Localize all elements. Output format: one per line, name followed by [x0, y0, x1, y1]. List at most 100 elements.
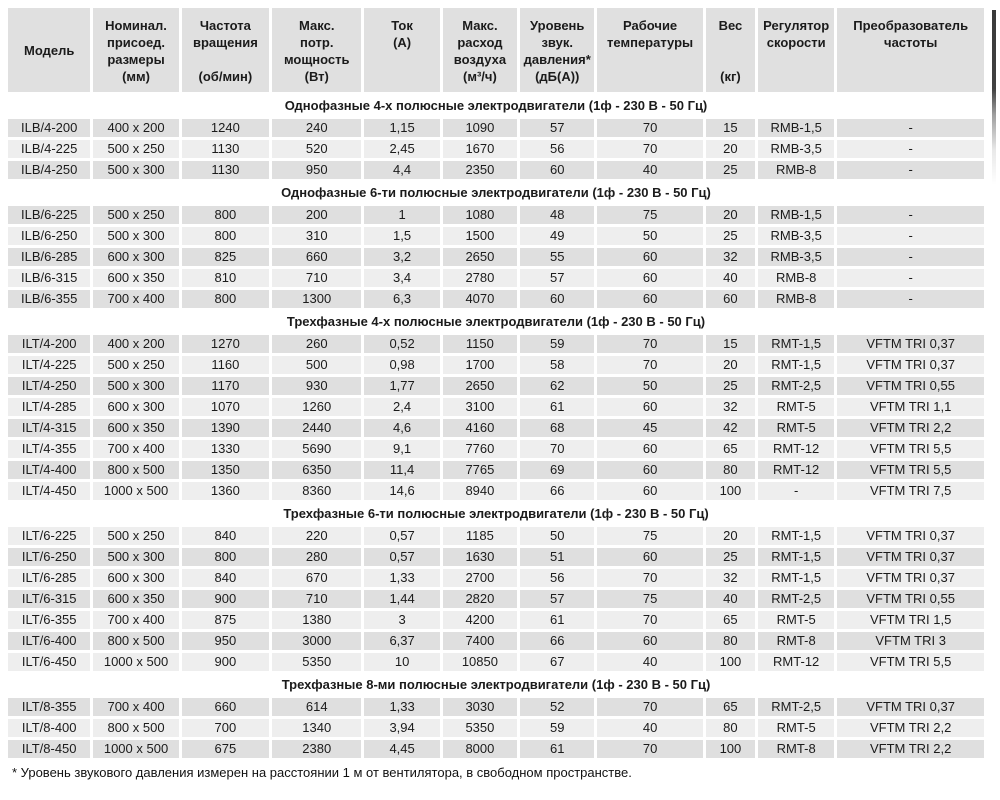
spec-cell-size: 600 x 350: [93, 590, 179, 608]
section-title-row: Трехфазные 6-ти полюсные электродвигател…: [8, 503, 984, 524]
spec-cell-airflow: 7400: [442, 632, 518, 650]
spec-cell-weight: 80: [705, 719, 756, 737]
spec-cell-regulator: RMT-2,5: [758, 698, 835, 716]
spec-cell-power: 710: [272, 269, 362, 287]
spec-cell-noise: 56: [520, 140, 595, 158]
column-header-size: Номинал. присоед. размеры (мм): [93, 8, 179, 92]
spec-cell-airflow: 4070: [442, 290, 518, 308]
spec-cell-converter: -: [837, 269, 984, 287]
spec-cell-airflow: 1150: [442, 335, 518, 353]
spec-cell-model: ILT/6-315: [8, 590, 91, 608]
spec-cell-converter: VFTM TRI 0,55: [837, 377, 984, 395]
spec-cell-power: 310: [272, 227, 362, 245]
spec-cell-weight: 25: [705, 548, 756, 566]
spec-cell-power: 220: [272, 527, 362, 545]
spec-cell-weight: 65: [705, 611, 756, 629]
spec-cell-power: 710: [272, 590, 362, 608]
spec-cell-model: ILT/8-400: [8, 719, 91, 737]
spec-cell-converter: -: [837, 140, 984, 158]
spec-cell-airflow: 1670: [442, 140, 518, 158]
spec-cell-current: 3: [364, 611, 440, 629]
spec-cell-model: ILB/6-315: [8, 269, 91, 287]
spec-cell-converter: VFTM TRI 7,5: [837, 482, 984, 500]
spec-cell-airflow: 3030: [442, 698, 518, 716]
spec-cell-speed: 800: [181, 290, 270, 308]
spec-cell-speed: 840: [181, 569, 270, 587]
spec-cell-power: 6350: [272, 461, 362, 479]
spec-row: ILT/4-250 500 x 300 1170 930 1,77 2650 62 50 25 R…: [8, 377, 984, 395]
spec-cell-weight: 32: [705, 569, 756, 587]
spec-cell-regulator: RMB-8: [758, 161, 835, 179]
spec-cell-weight: 20: [705, 356, 756, 374]
column-header-model: Модель: [8, 8, 91, 92]
spec-cell-power: 240: [272, 119, 362, 137]
column-header-converter: Преобразователь частоты: [837, 8, 984, 92]
spec-cell-speed: 840: [181, 527, 270, 545]
spec-cell-speed: 900: [181, 653, 270, 671]
spec-cell-speed: 800: [181, 227, 270, 245]
section-title: Однофазные 6-ти полюсные электродвигател…: [8, 182, 984, 203]
spec-cell-temp: 70: [597, 335, 703, 353]
spec-cell-temp: 75: [597, 590, 703, 608]
spec-cell-weight: 15: [705, 335, 756, 353]
spec-cell-converter: VFTM TRI 5,5: [837, 653, 984, 671]
column-label: Модель: [24, 42, 75, 58]
spec-cell-weight: 25: [705, 377, 756, 395]
spec-cell-noise: 52: [520, 698, 595, 716]
spec-cell-temp: 45: [597, 419, 703, 437]
sound-level-footnote: * Уровень звукового давления измерен на …: [12, 765, 632, 780]
spec-cell-noise: 60: [520, 290, 595, 308]
column-label: Ток (А): [391, 18, 413, 50]
spec-cell-speed: 825: [181, 248, 270, 266]
spec-cell-temp: 50: [597, 227, 703, 245]
spec-cell-speed: 810: [181, 269, 270, 287]
spec-row: ILT/4-200 400 x 200 1270 260 0,52 1150 59 70 15 R…: [8, 335, 984, 353]
spec-cell-model: ILT/4-225: [8, 356, 91, 374]
spec-cell-model: ILT/6-225: [8, 527, 91, 545]
spec-cell-regulator: RMT-8: [758, 632, 835, 650]
spec-cell-model: ILT/4-250: [8, 377, 91, 395]
spec-cell-regulator: RMT-5: [758, 719, 835, 737]
spec-cell-converter: VFTM TRI 1,1: [837, 398, 984, 416]
spec-cell-model: ILB/4-200: [8, 119, 91, 137]
spec-cell-airflow: 8000: [442, 740, 518, 758]
spec-cell-airflow: 1500: [442, 227, 518, 245]
spec-cell-power: 1300: [272, 290, 362, 308]
fan-spec-table: Модель Номинал. присоед. размеры (мм) Час…: [5, 5, 987, 761]
table-header-row: Модель Номинал. присоед. размеры (мм) Час…: [8, 8, 984, 92]
spec-cell-converter: -: [837, 119, 984, 137]
spec-cell-regulator: RMT-5: [758, 398, 835, 416]
spec-cell-temp: 70: [597, 611, 703, 629]
spec-cell-current: 11,4: [364, 461, 440, 479]
spec-cell-size: 500 x 250: [93, 206, 179, 224]
section-title-row: Трехфазные 4-х полюсные электродвигатели…: [8, 311, 984, 332]
spec-cell-temp: 60: [597, 290, 703, 308]
column-label: Регулятор скорости: [763, 18, 830, 50]
spec-cell-weight: 80: [705, 632, 756, 650]
section-title-row: Однофазные 4-х полюсные электродвигатели…: [8, 95, 984, 116]
section-title-row: Трехфазные 8-ми полюсные электродвигател…: [8, 674, 984, 695]
column-label: Номинал. присоед. размеры: [105, 18, 167, 67]
column-header-temp: Рабочие температуры: [597, 8, 703, 92]
spec-cell-current: 4,6: [364, 419, 440, 437]
spec-cell-speed: 900: [181, 590, 270, 608]
spec-cell-speed: 800: [181, 548, 270, 566]
spec-cell-noise: 58: [520, 356, 595, 374]
spec-cell-speed: 950: [181, 632, 270, 650]
spec-cell-model: ILB/6-285: [8, 248, 91, 266]
column-header-current: Ток (А): [364, 8, 440, 92]
column-header-noise: Уровень звук. давления* (дБ(А)): [520, 8, 595, 92]
spec-cell-model: ILT/6-450: [8, 653, 91, 671]
spec-cell-airflow: 5350: [442, 719, 518, 737]
spec-cell-current: 3,4: [364, 269, 440, 287]
spec-row: ILT/4-315 600 x 350 1390 2440 4,6 4160 68 45 42 R…: [8, 419, 984, 437]
spec-cell-airflow: 1080: [442, 206, 518, 224]
column-header-regulator: Регулятор скорости: [758, 8, 835, 92]
spec-cell-speed: 675: [181, 740, 270, 758]
spec-cell-temp: 50: [597, 377, 703, 395]
spec-cell-weight: 100: [705, 740, 756, 758]
spec-cell-noise: 70: [520, 440, 595, 458]
spec-row: ILT/4-285 600 x 300 1070 1260 2,4 3100 61 60 32 R…: [8, 398, 984, 416]
spec-cell-weight: 100: [705, 482, 756, 500]
column-label: Макс. расход воздуха: [453, 18, 507, 67]
